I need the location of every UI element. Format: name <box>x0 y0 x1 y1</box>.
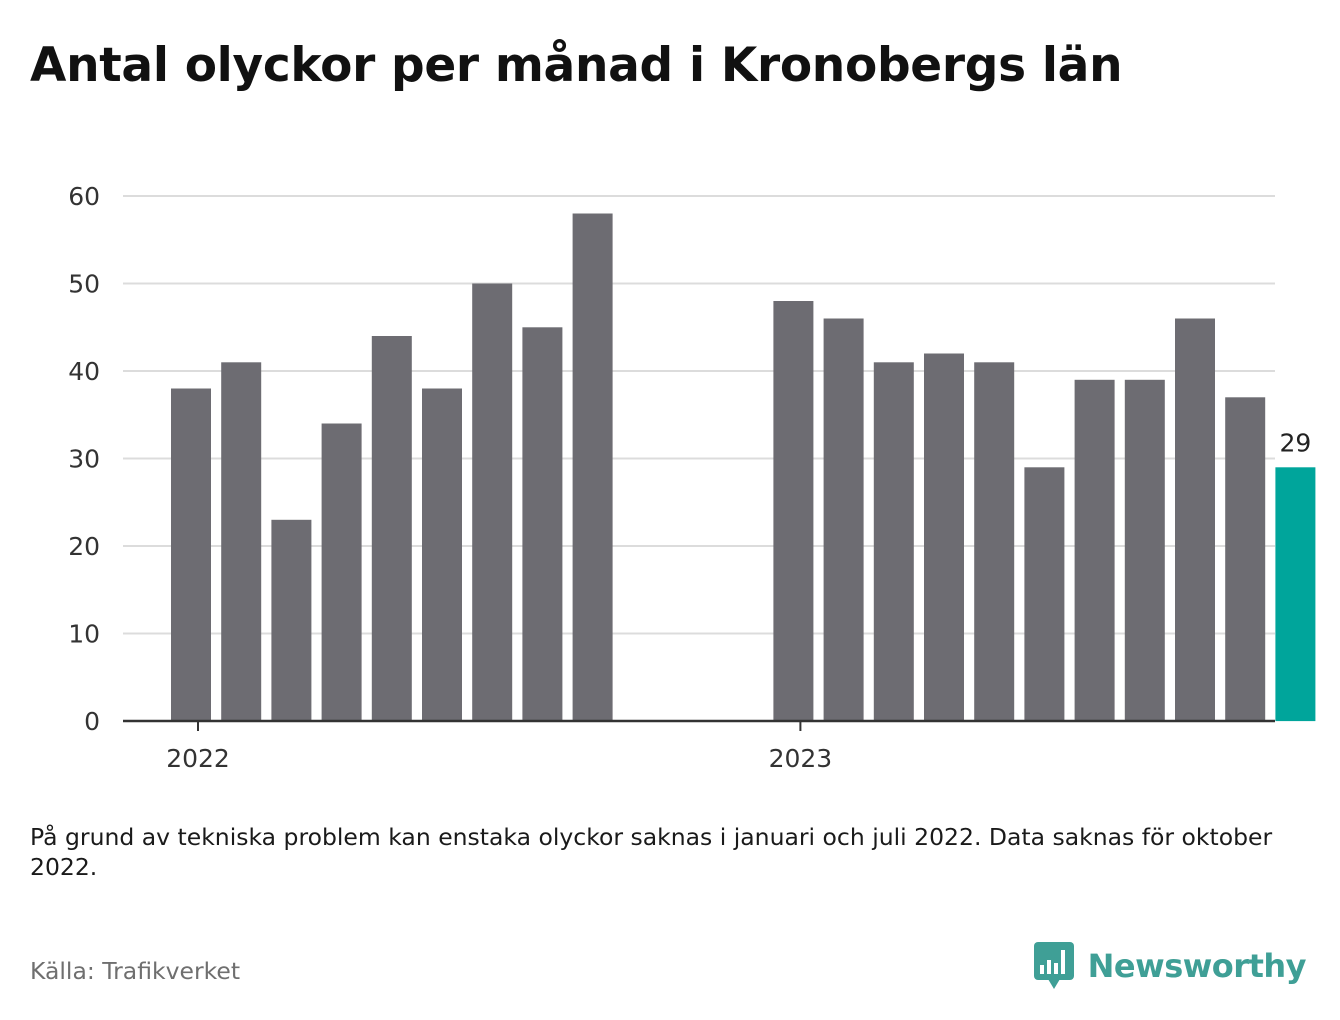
chart-note: På grund av tekniska problem kan enstaka… <box>30 823 1273 881</box>
x-tick-label: 2023 <box>769 744 833 773</box>
data-labels: 29 <box>1279 428 1311 457</box>
bar <box>271 519 312 722</box>
bar <box>422 388 462 721</box>
logo-text: Newsworthy <box>1087 947 1307 985</box>
bar <box>773 301 814 721</box>
bar <box>1124 379 1165 722</box>
bar <box>823 318 864 721</box>
bar-chart: 0 10 20 30 40 50 60 29 2022 2023 <box>68 182 1316 773</box>
bar <box>171 388 211 721</box>
bar <box>472 283 513 721</box>
bar <box>221 362 262 722</box>
bar <box>1074 379 1115 722</box>
x-axis: 2022 2023 <box>123 719 1275 773</box>
y-tick-label: 40 <box>68 357 100 386</box>
bar <box>974 362 1015 722</box>
bar <box>522 327 563 722</box>
y-tick-label: 10 <box>68 620 100 649</box>
y-tick-label: 20 <box>68 532 100 561</box>
y-tick-label: 60 <box>68 182 100 211</box>
bar <box>924 353 964 721</box>
y-tick-label: 50 <box>68 270 100 299</box>
y-tick-label: 30 <box>68 445 100 474</box>
newsworthy-logo: Newsworthy <box>1033 942 1307 990</box>
bars <box>171 213 1316 722</box>
source-credit: Källa: Trafikverket <box>30 957 241 985</box>
bar <box>1024 467 1065 722</box>
bar <box>321 423 362 721</box>
chart-title: Antal olyckor per månad i Kronobergs län <box>30 38 1123 93</box>
x-tick-label: 2022 <box>166 744 230 773</box>
bar <box>1175 318 1215 721</box>
bar <box>371 336 412 721</box>
bar <box>873 362 914 722</box>
bar <box>1225 397 1266 722</box>
gridlines <box>123 195 1275 635</box>
y-tick-label: 0 <box>84 707 100 736</box>
bar <box>572 213 613 721</box>
data-label: 29 <box>1279 428 1311 457</box>
bar-highlighted <box>1275 467 1316 722</box>
bar-chart-speech-bubble-icon <box>1033 942 1074 989</box>
y-axis-tick-labels: 0 10 20 30 40 50 60 <box>68 182 100 736</box>
